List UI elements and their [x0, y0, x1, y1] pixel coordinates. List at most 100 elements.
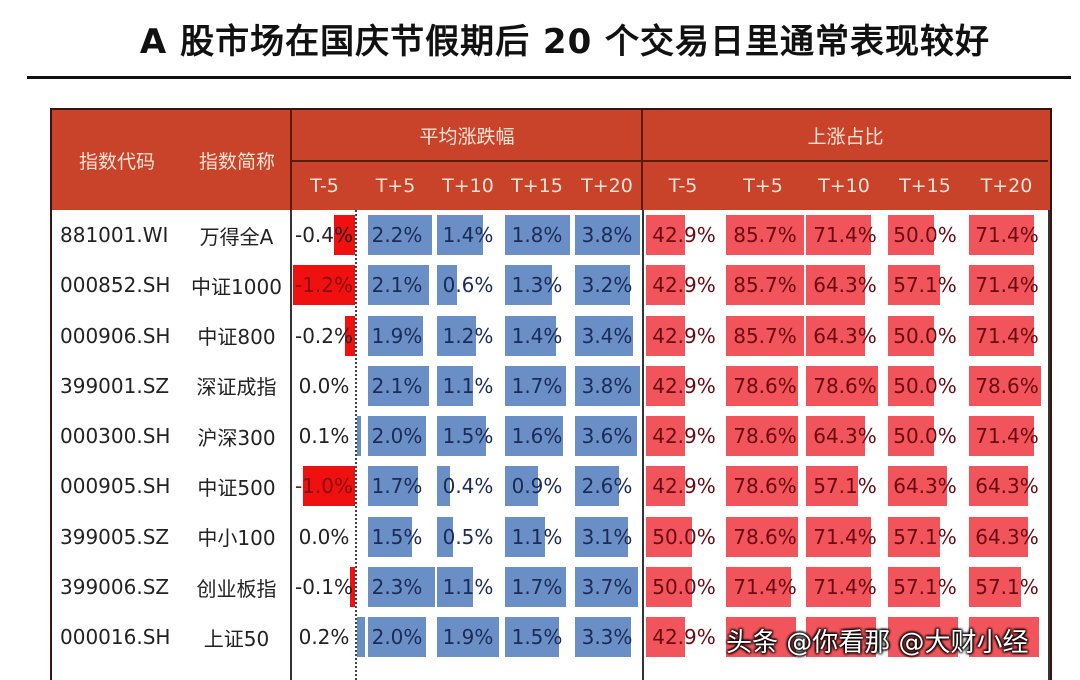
- up-ratio-bar: [726, 567, 791, 608]
- up-ratio-bar: [806, 416, 865, 457]
- up-ratio-value: 78.6%: [733, 524, 797, 549]
- index-code: 399001.SZ: [60, 373, 170, 398]
- up-ratio-value: 78.6%: [733, 424, 797, 449]
- avg-change-value: 0.0%: [298, 373, 350, 398]
- table-row: 000906.SH 中证800 -0.2% 1.9% 1.2% 1.4% 3.4% 42.9%…: [52, 311, 1050, 361]
- header-group-up: 上涨占比: [807, 125, 884, 148]
- positive-bar: [575, 416, 637, 457]
- zero-axis-line: [355, 210, 357, 680]
- avg-change-value: 1.7%: [511, 575, 563, 600]
- avg-change-value: 3.4%: [581, 323, 633, 348]
- up-ratio-bar: [806, 617, 876, 658]
- up-ratio-bar: [888, 265, 940, 306]
- avg-change-value: 0.4%: [442, 474, 494, 499]
- avg-change-value: -0.4%: [294, 223, 354, 247]
- up-ratio-bar: [806, 215, 871, 255]
- index-code: 000016.SH: [60, 625, 171, 650]
- up-ratio-value: 50.0%: [652, 524, 716, 549]
- header-avg-t+20: T+20: [581, 175, 633, 197]
- positive-bar: [368, 265, 430, 306]
- up-ratio-bar: [726, 516, 798, 557]
- up-ratio-bar: [646, 365, 686, 406]
- header-code: 指数代码: [78, 150, 155, 173]
- up-ratio-bar: [806, 365, 878, 406]
- header-avg-t+5: T+5: [375, 175, 416, 197]
- up-ratio-bar: [806, 516, 871, 557]
- index-code: 000300.SH: [60, 424, 171, 449]
- header-up-t+10: T+10: [818, 175, 870, 197]
- up-ratio-value: 57.1%: [893, 273, 957, 298]
- up-ratio-bar: [726, 315, 804, 356]
- index-name: 上证50: [203, 626, 270, 651]
- up-ratio-value: 64.3%: [813, 273, 877, 298]
- positive-bar: [368, 315, 424, 356]
- index-code: 881001.WI: [60, 223, 169, 247]
- column-divider: [290, 210, 292, 680]
- up-ratio-bar: [969, 567, 1021, 608]
- avg-change-value: 2.1%: [371, 273, 423, 298]
- positive-bar: [437, 315, 477, 356]
- up-ratio-bar: [969, 265, 1034, 306]
- positive-bar: [368, 567, 436, 608]
- up-ratio-value: 64.3%: [893, 474, 957, 499]
- avg-change-value: 0.0%: [298, 524, 350, 549]
- avg-change-value: 1.5%: [442, 424, 494, 449]
- up-ratio-value: 64.3%: [813, 424, 877, 449]
- column-divider: [642, 210, 644, 680]
- up-ratio-value: 71.4%: [813, 575, 877, 600]
- up-ratio-bar: [646, 516, 692, 557]
- up-ratio-value: 42.9%: [652, 223, 716, 247]
- table-body: 881001.WI 万得全A -0.4% 2.2% 1.4% 1.8% 3.8% 42.9% 8…: [52, 210, 1050, 680]
- up-ratio-bar: [806, 567, 871, 608]
- avg-change-value: 2.1%: [371, 373, 423, 398]
- positive-bar: [505, 265, 552, 306]
- avg-change-value: 1.1%: [511, 524, 563, 549]
- positive-bar: [575, 315, 634, 356]
- avg-change-value: 3.8%: [581, 373, 633, 398]
- avg-change-value: 0.5%: [442, 524, 494, 549]
- table-row: 000300.SH 沪深300 0.1% 2.0% 1.5% 1.6% 3.6% 42.9% 7…: [52, 411, 1050, 461]
- index-name: 万得全A: [199, 224, 274, 249]
- up-ratio-bar: [646, 617, 686, 658]
- avg-change-value: 1.1%: [442, 575, 494, 600]
- avg-change-value: 1.4%: [442, 223, 494, 247]
- up-ratio-bar: [888, 365, 934, 406]
- up-ratio-value: 57.1%: [893, 575, 957, 600]
- positive-bar: [437, 416, 486, 457]
- negative-bar: [349, 567, 355, 608]
- avg-change-value: 2.0%: [371, 424, 423, 449]
- up-ratio-value: 50.0%: [893, 424, 957, 449]
- avg-change-value: 1.1%: [442, 373, 494, 398]
- page-title: A 股市场在国庆节假期后 20 个交易日里通常表现较好: [139, 22, 991, 62]
- up-ratio-value: 64.3%: [975, 474, 1039, 499]
- header-up-t-5: T-5: [668, 175, 698, 197]
- header-divider: [290, 110, 292, 210]
- positive-bar: [368, 365, 430, 406]
- header-up-t+15: T+15: [899, 175, 951, 197]
- data-table: 指数代码 指数简称 平均涨跌幅 上涨占比 T-5 T+5 T+10 T+15 T…: [50, 108, 1052, 680]
- header-avg-t-5: T-5: [310, 175, 339, 197]
- up-ratio-bar: [726, 215, 804, 255]
- index-name: 沪深300: [197, 425, 276, 450]
- index-name: 创业板指: [196, 576, 277, 601]
- negative-bar: [303, 466, 355, 507]
- header-avg-t+10: T+10: [442, 175, 494, 197]
- avg-change-value: 2.0%: [371, 625, 423, 650]
- up-ratio-value: 71.4%: [813, 524, 877, 549]
- avg-change-value: 1.8%: [511, 223, 563, 247]
- index-code: 399005.SZ: [60, 524, 170, 549]
- positive-bar: [368, 215, 433, 255]
- avg-change-value: -0.1%: [294, 575, 354, 600]
- positive-bar: [505, 617, 560, 658]
- up-ratio-bar: [888, 215, 934, 255]
- header-group-avg: 平均涨跌幅: [419, 125, 515, 148]
- avg-change-value: 1.5%: [371, 524, 423, 549]
- header-up-t+20: T+20: [980, 175, 1033, 197]
- up-ratio-bar: [646, 567, 692, 608]
- positive-bar: [437, 516, 454, 557]
- positive-bar: [505, 516, 545, 557]
- up-ratio-value: 42.9%: [652, 424, 716, 449]
- up-ratio-value: 42.9%: [652, 323, 716, 348]
- positive-bar: [505, 416, 563, 457]
- index-code: 000906.SH: [60, 323, 171, 348]
